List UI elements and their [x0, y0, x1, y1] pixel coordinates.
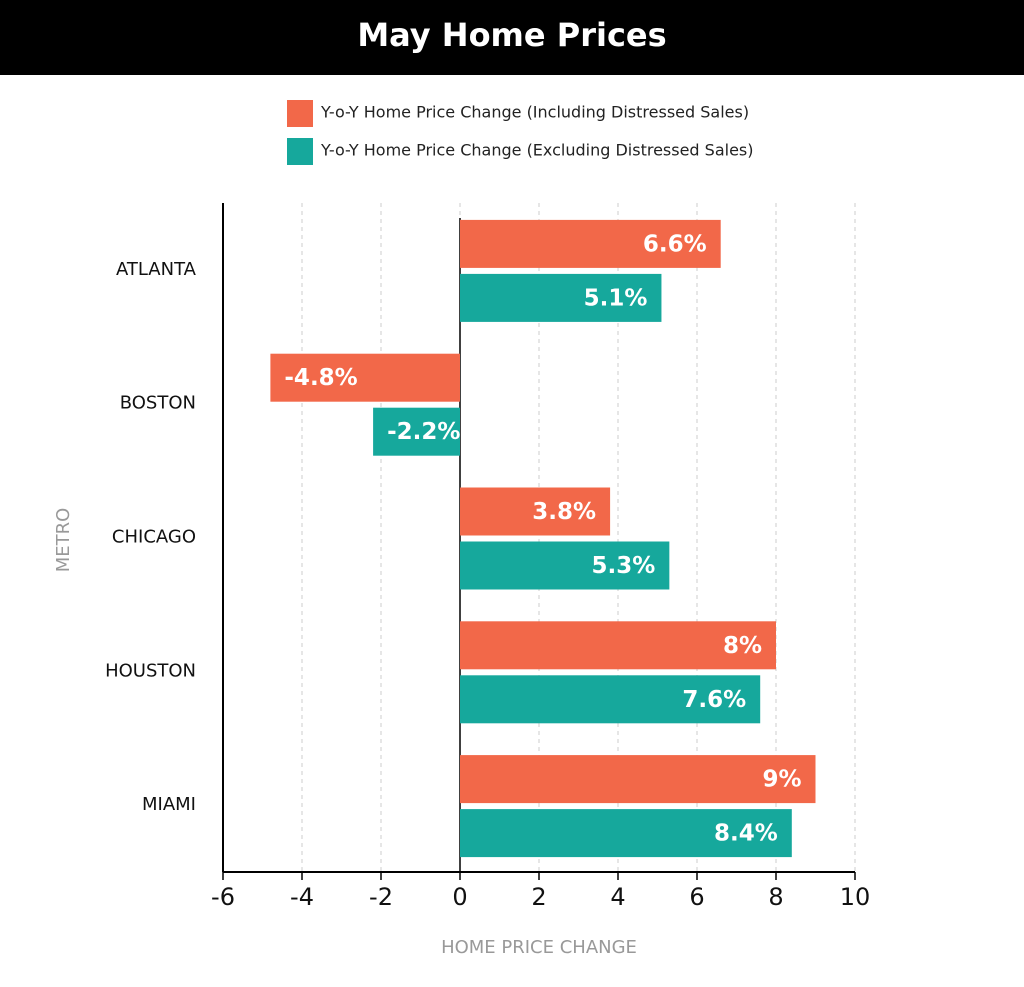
x-tick-label: 6	[689, 883, 704, 911]
value-label: 7.6%	[682, 687, 746, 713]
value-label: 3.8%	[532, 499, 596, 525]
legend-label: Y-o-Y Home Price Change (Including Distr…	[320, 103, 749, 122]
bar	[460, 219, 721, 268]
value-label: 9%	[762, 767, 801, 793]
bar	[460, 541, 670, 590]
x-tick-label: -4	[290, 883, 314, 911]
value-label: 8.4%	[714, 821, 778, 847]
value-label: 6.6%	[643, 231, 707, 257]
bar	[460, 273, 662, 322]
x-tick-label: -6	[211, 883, 235, 911]
chart-title: May Home Prices	[357, 16, 666, 54]
value-label: 5.1%	[584, 285, 648, 311]
x-tick-label: 10	[840, 883, 871, 911]
x-tick-label: 2	[531, 883, 546, 911]
x-axis-label: HOME PRICE CHANGE	[441, 937, 637, 958]
legend-swatch	[287, 100, 313, 127]
title-bar	[0, 0, 1024, 75]
x-tick-label: 4	[610, 883, 625, 911]
x-tick-label: 0	[452, 883, 467, 911]
y-axis-label: METRO	[53, 508, 74, 573]
bar	[373, 407, 460, 456]
value-label: 5.3%	[592, 553, 656, 579]
x-tick-label: -2	[369, 883, 393, 911]
y-tick-label: BOSTON	[120, 393, 196, 414]
bar	[460, 675, 761, 724]
bar	[460, 487, 611, 536]
value-label: 8%	[723, 633, 762, 659]
y-tick-label: HOUSTON	[105, 660, 196, 681]
legend-swatch	[287, 138, 313, 165]
value-label: -4.8%	[284, 365, 357, 391]
y-tick-label: ATLANTA	[116, 259, 197, 280]
y-tick-label: MIAMI	[142, 794, 196, 815]
y-tick-label: CHICAGO	[112, 527, 196, 548]
x-tick-label: 8	[768, 883, 783, 911]
bar	[460, 755, 816, 804]
legend-label: Y-o-Y Home Price Change (Excluding Distr…	[320, 141, 754, 160]
bar	[270, 353, 460, 402]
bar	[460, 621, 776, 670]
value-label: -2.2%	[387, 419, 460, 445]
bar	[460, 809, 792, 858]
